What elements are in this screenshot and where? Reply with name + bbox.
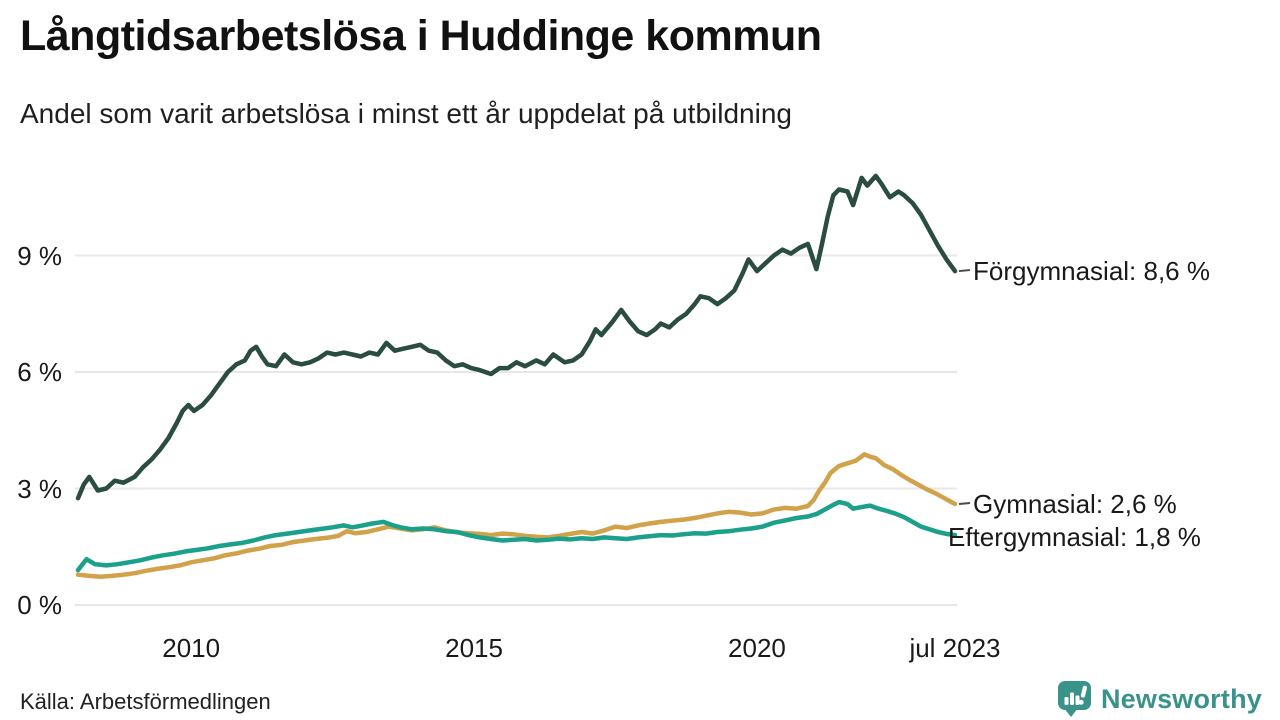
newsworthy-wordmark: Newsworthy (1100, 683, 1262, 714)
x-tick-label-jul-2023: jul 2023 (909, 633, 1001, 663)
x-tick-label-2010: 2010 (162, 633, 221, 663)
source-attribution: Källa: Arbetsförmedlingen (20, 689, 271, 714)
y-tick-label-9: 9 % (17, 240, 62, 271)
x-tick-label-2020: 2020 (728, 633, 786, 663)
series-label-eftergymnasial: Eftergymnasial: 1,8 % (948, 522, 1201, 553)
line-gymnasial (75, 452, 958, 579)
line-förgymnasial (75, 173, 958, 501)
bar-chart-pin-icon (1057, 681, 1091, 717)
label-connector-gymnasial (958, 502, 971, 506)
chart-title: Långtidsarbetslösa i Huddinge kommun (20, 12, 822, 60)
label-connector-förgymnasial (958, 269, 971, 273)
newsworthy-logo: Newsworthy (1057, 680, 1262, 718)
series-label-gymnasial: Gymnasial: 2,6 % (973, 489, 1177, 520)
y-tick-label-3: 3 % (17, 473, 62, 504)
chart-subtitle: Andel som varit arbetslösa i minst ett å… (20, 98, 792, 129)
y-tick-label-6: 6 % (17, 357, 62, 388)
line-eftergymnasial (75, 499, 958, 573)
series-label-forgymnasial: Förgymnasial: 8,6 % (973, 256, 1210, 287)
y-tick-label-0: 0 % (17, 590, 62, 620)
x-tick-label-2015: 2015 (445, 633, 503, 663)
